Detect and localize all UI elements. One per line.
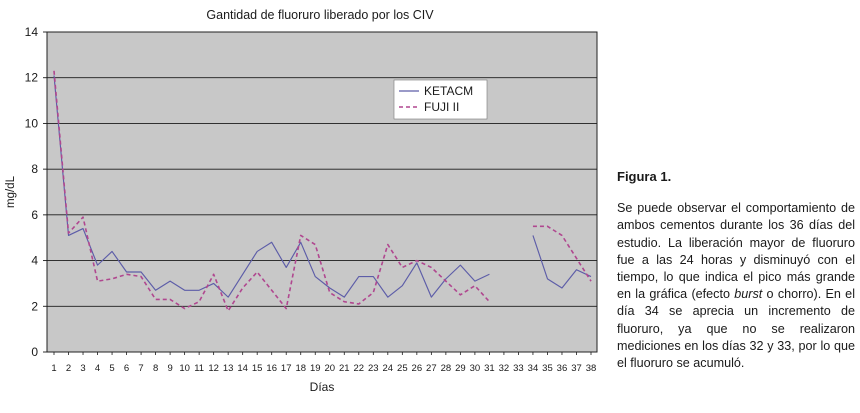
- x-tick-label: 14: [237, 363, 248, 374]
- x-tick-label: 28: [441, 363, 452, 374]
- x-tick-label: 17: [281, 363, 292, 374]
- x-tick-label: 19: [310, 363, 321, 374]
- x-tick-label: 25: [397, 363, 408, 374]
- y-tick-label: 2: [31, 299, 38, 313]
- x-tick-label: 2: [66, 363, 71, 374]
- series-line-ketacm: [532, 235, 592, 289]
- legend-label-fuji: FUJI II: [424, 100, 459, 114]
- legend: KETACM FUJI II: [393, 79, 488, 120]
- x-axis-ticks: 1 2 3 4 5 6 7 8 9 10 11 12 13 14 15 16 17 18 19 20 21 22 23 24 2…: [51, 352, 596, 374]
- x-tick-label: 10: [179, 363, 190, 374]
- series-line-fuji-ii: [532, 225, 592, 282]
- x-tick-label: 9: [167, 363, 172, 374]
- x-tick-label: 36: [557, 363, 568, 374]
- x-tick-label: 35: [542, 363, 553, 374]
- series-line-fuji-ii: [53, 70, 491, 312]
- y-axis-ticks: 0 2 4 6 8 10 12 14: [25, 25, 47, 359]
- line-chart: Gantidad de fluoruro liberado por los CI…: [5, 8, 598, 394]
- caption-title: Figura 1.: [617, 169, 672, 184]
- x-tick-label: 5: [109, 363, 114, 374]
- x-tick-label: 21: [339, 363, 350, 374]
- x-tick-label: 4: [95, 363, 100, 374]
- x-tick-label: 37: [571, 363, 582, 374]
- caption-body: Se puede observar el comportamiento de a…: [617, 200, 855, 372]
- x-tick-label: 13: [223, 363, 234, 374]
- x-axis-label: Días: [310, 380, 335, 394]
- x-tick-label: 15: [252, 363, 263, 374]
- x-tick-label: 27: [426, 363, 437, 374]
- series-layer: [53, 70, 592, 312]
- x-tick-label: 31: [484, 363, 495, 374]
- x-tick-label: 34: [528, 363, 539, 374]
- caption-text-after: o chorro). En el día 34 se aprecia un in…: [617, 287, 855, 371]
- y-tick-label: 0: [31, 345, 38, 359]
- series-line-ketacm: [53, 75, 490, 298]
- caption-italic-term: burst: [734, 287, 763, 302]
- x-tick-label: 23: [368, 363, 379, 374]
- x-tick-label: 12: [208, 363, 219, 374]
- y-tick-label: 4: [31, 254, 38, 268]
- x-tick-label: 16: [266, 363, 277, 374]
- figure-caption: Figura 1. Se puede observar el comportam…: [617, 168, 855, 372]
- y-tick-label: 14: [25, 25, 39, 39]
- legend-box: [393, 79, 488, 120]
- plot-area: [46, 31, 598, 353]
- x-tick-label: 32: [499, 363, 510, 374]
- y-axis-label: mg/dL: [5, 175, 17, 208]
- y-tick-label: 10: [25, 116, 39, 130]
- x-tick-label: 38: [586, 363, 597, 374]
- x-tick-label: 11: [194, 363, 204, 374]
- x-tick-label: 24: [383, 363, 394, 374]
- x-tick-label: 20: [324, 363, 335, 374]
- x-tick-label: 3: [80, 363, 85, 374]
- x-tick-label: 33: [513, 363, 524, 374]
- x-tick-label: 1: [51, 363, 56, 374]
- y-tick-label: 12: [25, 71, 39, 85]
- caption-text-before: Se puede observar el comportamiento de a…: [617, 201, 855, 302]
- x-tick-label: 18: [295, 363, 306, 374]
- x-tick-label: 22: [353, 363, 364, 374]
- gridlines: [47, 77, 597, 307]
- x-tick-label: 26: [412, 363, 423, 374]
- x-tick-label: 30: [470, 363, 481, 374]
- y-tick-label: 8: [31, 162, 38, 176]
- x-tick-label: 8: [153, 363, 158, 374]
- chart-title: Gantidad de fluoruro liberado por los CI…: [206, 8, 434, 22]
- x-tick-label: 6: [124, 363, 129, 374]
- legend-label-ketacm: KETACM: [424, 84, 473, 98]
- x-tick-label: 7: [138, 363, 143, 374]
- y-tick-label: 6: [31, 208, 38, 222]
- x-tick-label: 29: [455, 363, 466, 374]
